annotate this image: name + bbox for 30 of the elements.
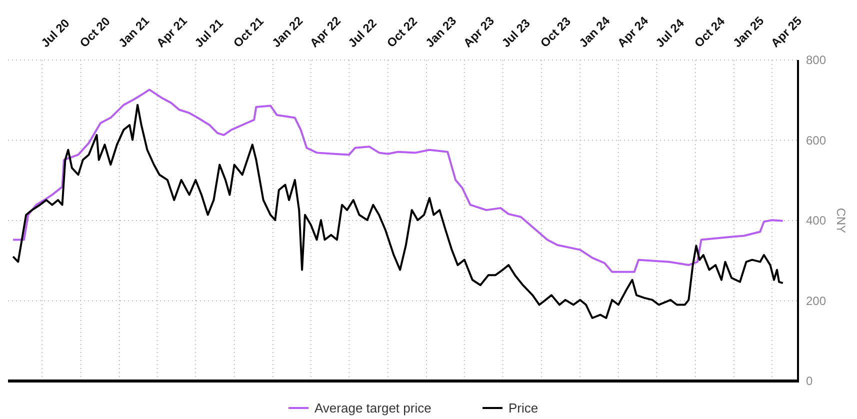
y-tick-label: 800 [806,53,826,68]
x-tick-label: Oct 20 [76,14,114,50]
line-series [12,88,784,273]
x-tick-label: Jul 24 [652,16,688,50]
x-tick-label: Jul 22 [345,16,380,50]
y-tick-label: 600 [806,133,826,148]
x-tick-label: Oct 24 [692,14,728,50]
x-tick-label: Jul 23 [498,16,534,50]
x-tick-label: Jan 22 [269,14,306,50]
x-tick-label: Oct 21 [230,14,267,50]
x-tick-label: Jul 21 [192,16,226,50]
y-tick-label: 400 [806,214,826,228]
x-tick-label: Oct 23 [538,14,574,50]
y-tick-label: 0 [806,374,813,388]
x-tick-label: Apr 22 [307,14,344,50]
x-tick-label: Jan 21 [116,14,152,50]
x-tick-label: Jan 24 [576,14,613,50]
legend-label: Price [508,400,538,416]
y-axis-title: CNY [834,208,848,234]
x-tick-label: Jan 23 [422,14,460,50]
x-tick-label: Jan 25 [730,14,767,50]
x-tick-label: Apr 25 [768,14,805,50]
x-tick-label: Apr 23 [460,14,498,50]
legend-label: Average target price [314,400,432,416]
x-tick-label: Apr 21 [154,14,190,50]
x-tick-label: Jul 20 [38,16,72,50]
x-tick-label: Oct 22 [384,14,420,50]
line-series [12,104,784,320]
x-tick-label: Apr 24 [614,14,652,50]
y-tick-label: 200 [806,294,826,308]
